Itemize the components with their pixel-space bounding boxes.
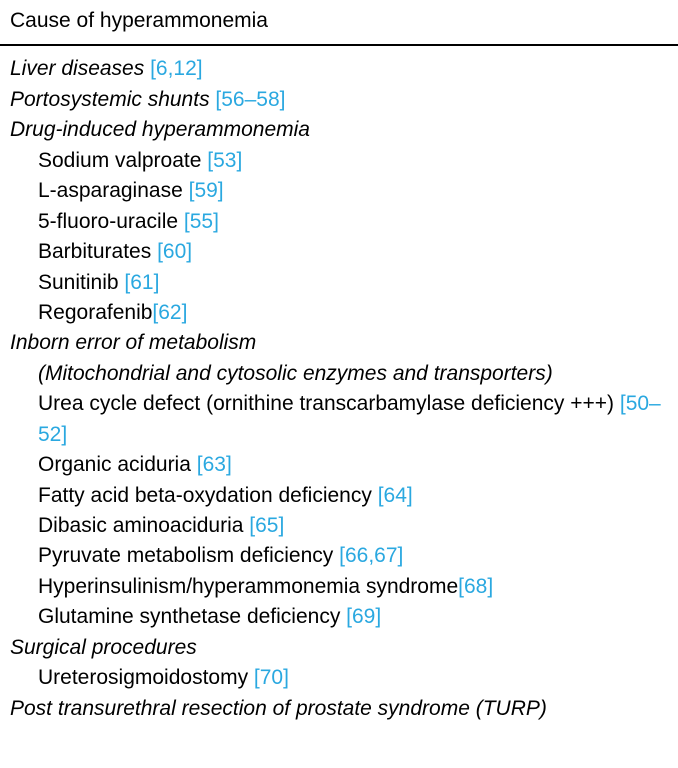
list-item: Sunitinib [61] bbox=[10, 268, 668, 298]
row-text: Portosystemic shunts bbox=[10, 88, 215, 111]
row-text: L-asparaginase bbox=[38, 179, 189, 202]
row-text: Organic aciduria bbox=[38, 453, 197, 476]
row-text: (Mitochondrial and cytosolic enzymes and… bbox=[38, 362, 553, 385]
list-item: Regorafenib[62] bbox=[10, 298, 668, 328]
list-item: (Mitochondrial and cytosolic enzymes and… bbox=[10, 359, 668, 389]
section-heading: Portosystemic shunts [56–58] bbox=[10, 85, 668, 115]
row-text: 5-fluoro-uracile bbox=[38, 210, 184, 233]
list-item: Dibasic aminoaciduria [65] bbox=[10, 511, 668, 541]
list-item: Fatty acid beta-oxydation deficiency [64… bbox=[10, 481, 668, 511]
list-item: L-asparaginase [59] bbox=[10, 176, 668, 206]
row-text: Urea cycle defect (ornithine transcarbam… bbox=[38, 392, 620, 415]
citation-link[interactable]: [62] bbox=[152, 301, 187, 324]
citation-link[interactable]: [60] bbox=[157, 240, 192, 263]
citation-link[interactable]: [6,12] bbox=[150, 57, 203, 80]
citation-link[interactable]: [68] bbox=[458, 575, 493, 598]
citation-link[interactable]: [70] bbox=[254, 666, 289, 689]
row-text: Glutamine synthetase deficiency bbox=[38, 605, 346, 628]
citation-link[interactable]: [59] bbox=[189, 179, 224, 202]
row-text: Drug-induced hyperammonemia bbox=[10, 118, 310, 141]
citation-link[interactable]: [65] bbox=[249, 514, 284, 537]
row-text: Fatty acid beta-oxydation deficiency bbox=[38, 484, 378, 507]
citation-link[interactable]: [66,67] bbox=[339, 544, 403, 567]
citation-link[interactable]: [63] bbox=[197, 453, 232, 476]
citation-link[interactable]: [56–58] bbox=[215, 88, 285, 111]
row-text: Sunitinib bbox=[38, 271, 124, 294]
causes-table: Cause of hyperammonemia Liver diseases [… bbox=[0, 0, 678, 726]
list-item: Ureterosigmoidostomy [70] bbox=[10, 663, 668, 693]
citation-link[interactable]: [55] bbox=[184, 210, 219, 233]
citation-link[interactable]: [53] bbox=[207, 149, 242, 172]
list-item: Organic aciduria [63] bbox=[10, 450, 668, 480]
row-text: Dibasic aminoaciduria bbox=[38, 514, 249, 537]
table-header: Cause of hyperammonemia bbox=[0, 0, 678, 45]
row-text: Hyperinsulinism/hyperammonemia syndrome bbox=[38, 575, 458, 598]
list-item: Hyperinsulinism/hyperammonemia syndrome[… bbox=[10, 572, 668, 602]
row-text: Inborn error of metabolism bbox=[10, 331, 256, 354]
citation-link[interactable]: [69] bbox=[346, 605, 381, 628]
section-heading: Liver diseases [6,12] bbox=[10, 54, 668, 84]
row-text: Sodium valproate bbox=[38, 149, 207, 172]
table-body: Liver diseases [6,12]Portosystemic shunt… bbox=[0, 45, 678, 726]
section-heading: Inborn error of metabolism bbox=[10, 328, 668, 358]
list-item: Glutamine synthetase deficiency [69] bbox=[10, 602, 668, 632]
citation-link[interactable]: [64] bbox=[378, 484, 413, 507]
section-heading: Post transurethral resection of prostate… bbox=[10, 694, 668, 724]
row-text: Barbiturates bbox=[38, 240, 157, 263]
list-item: Pyruvate metabolism deficiency [66,67] bbox=[10, 541, 668, 571]
row-text: Regorafenib bbox=[38, 301, 152, 324]
list-item: 5-fluoro-uracile [55] bbox=[10, 207, 668, 237]
list-item: Urea cycle defect (ornithine transcarbam… bbox=[10, 389, 668, 450]
row-text: Post transurethral resection of prostate… bbox=[10, 697, 547, 720]
list-item: Barbiturates [60] bbox=[10, 237, 668, 267]
list-item: Sodium valproate [53] bbox=[10, 146, 668, 176]
row-text: Pyruvate metabolism deficiency bbox=[38, 544, 339, 567]
row-text: Liver diseases bbox=[10, 57, 150, 80]
section-heading: Drug-induced hyperammonemia bbox=[10, 115, 668, 145]
section-heading: Surgical procedures bbox=[10, 633, 668, 663]
row-text: Surgical procedures bbox=[10, 636, 197, 659]
citation-link[interactable]: [61] bbox=[124, 271, 159, 294]
row-text: Ureterosigmoidostomy bbox=[38, 666, 254, 689]
